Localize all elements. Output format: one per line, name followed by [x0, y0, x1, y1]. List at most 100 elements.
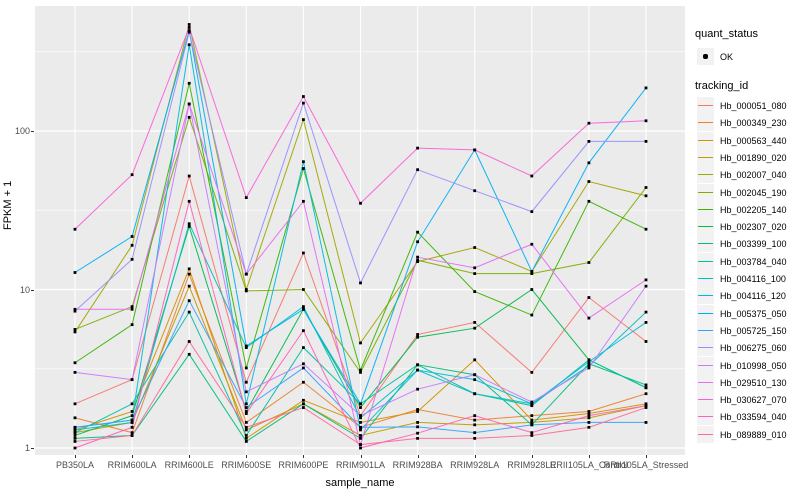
- data-point: [73, 446, 77, 450]
- data-point: [302, 362, 305, 366]
- y-tick-label: 100: [14, 126, 30, 136]
- data-point: [416, 255, 419, 259]
- data-point: [473, 414, 477, 418]
- legend-label-Hb_006275_060: Hb_006275_060: [720, 343, 787, 354]
- line-swatch-icon: [698, 260, 713, 262]
- data-point: [587, 366, 591, 370]
- data-point: [73, 271, 77, 274]
- data-point: [473, 423, 477, 427]
- legend-key-Hb_005375_050: [697, 304, 714, 322]
- line-swatch-icon: [698, 329, 713, 331]
- data-point: [530, 210, 534, 214]
- x-tick-label: RRIM600LE: [164, 460, 214, 470]
- data-point: [187, 299, 191, 303]
- legend-label-Hb_000563_440: Hb_000563_440: [720, 135, 787, 146]
- legend-key-Hb_089889_010: [697, 425, 714, 443]
- data-point: [416, 335, 419, 339]
- y-tick-label: 10: [19, 284, 30, 295]
- data-point: [244, 428, 248, 432]
- x-tick-label: RRIM928LA: [450, 460, 500, 470]
- data-point: [130, 257, 134, 261]
- data-point: [644, 186, 648, 189]
- legend-label-Hb_001890_020: Hb_001890_020: [720, 152, 787, 163]
- x-tick-mark: [474, 455, 476, 458]
- x-tick-label: RRIM928LE: [507, 460, 557, 470]
- line-swatch-icon: [698, 399, 713, 401]
- x-tick-label: RRIM928BA: [392, 460, 443, 470]
- line-swatch-icon: [698, 226, 713, 228]
- data-point: [130, 418, 134, 422]
- x-tick-mark: [360, 455, 362, 458]
- legend-label-ok: OK: [720, 52, 734, 62]
- legend-label-Hb_005725_150: Hb_005725_150: [720, 325, 787, 336]
- data-point: [302, 329, 305, 333]
- data-point: [73, 402, 77, 406]
- data-point: [73, 416, 77, 420]
- legend-label-Hb_004116_100: Hb_004116_100: [720, 274, 786, 284]
- legend-label-Hb_003399_100: Hb_003399_100: [720, 239, 787, 250]
- legend-key-Hb_030627_070: [697, 391, 714, 409]
- legend-label-Hb_010998_050: Hb_010998_050: [720, 360, 787, 371]
- data-point: [587, 412, 591, 415]
- data-point: [244, 289, 248, 293]
- data-point: [644, 386, 648, 390]
- data-point: [587, 296, 591, 299]
- data-point: [130, 173, 134, 177]
- x-tick-mark: [246, 455, 248, 458]
- data-point: [359, 428, 362, 432]
- data-point: [302, 366, 305, 370]
- data-point: [416, 387, 419, 391]
- data-point: [302, 380, 305, 384]
- line-swatch-icon: [698, 139, 713, 141]
- data-point: [302, 406, 305, 409]
- data-point: [587, 180, 591, 183]
- data-point: [73, 431, 77, 435]
- data-point: [530, 404, 534, 408]
- data-point: [73, 307, 77, 311]
- data-point: [473, 290, 477, 293]
- data-point: [644, 404, 648, 408]
- data-point: [644, 321, 648, 324]
- legend-key-Hb_000349_230: [697, 114, 714, 132]
- data-point: [587, 161, 591, 165]
- data-point: [359, 201, 362, 205]
- data-point: [587, 261, 591, 264]
- line-swatch-icon: [698, 312, 713, 314]
- data-point: [530, 270, 534, 273]
- data-point: [244, 410, 248, 413]
- data-point: [130, 421, 134, 424]
- y-axis-title: FPKM + 1: [2, 180, 14, 230]
- data-point: [73, 436, 77, 440]
- data-point: [187, 340, 191, 343]
- data-point: [473, 321, 477, 324]
- legend-key-Hb_002307_020: [697, 218, 714, 236]
- data-point: [244, 434, 248, 437]
- legend-title-tracking-id: tracking_id: [695, 80, 749, 92]
- data-point: [587, 421, 591, 424]
- data-point: [359, 341, 362, 345]
- data-point: [416, 363, 419, 367]
- data-point: [587, 364, 591, 368]
- data-point: [302, 101, 305, 105]
- data-point: [644, 227, 648, 231]
- data-point: [587, 410, 591, 413]
- data-point: [187, 267, 191, 271]
- line-swatch-icon: [698, 243, 713, 245]
- data-point: [73, 428, 77, 432]
- data-point: [244, 196, 248, 200]
- data-point: [73, 328, 77, 331]
- data-point: [187, 29, 191, 32]
- data-point: [73, 309, 77, 313]
- data-point: [187, 222, 191, 226]
- x-tick-label: RRII105LA_Control: [549, 460, 628, 470]
- legend-label-Hb_089889_010: Hb_089889_010: [720, 429, 787, 440]
- data-point: [130, 323, 134, 327]
- line-swatch-icon: [698, 156, 713, 158]
- data-point: [359, 281, 362, 285]
- data-point: [187, 81, 191, 85]
- data-point: [416, 168, 419, 172]
- x-tick-label: PB350LA: [55, 460, 95, 470]
- data-point: [359, 414, 362, 418]
- line-swatch-icon: [698, 191, 713, 193]
- data-point: [416, 368, 419, 372]
